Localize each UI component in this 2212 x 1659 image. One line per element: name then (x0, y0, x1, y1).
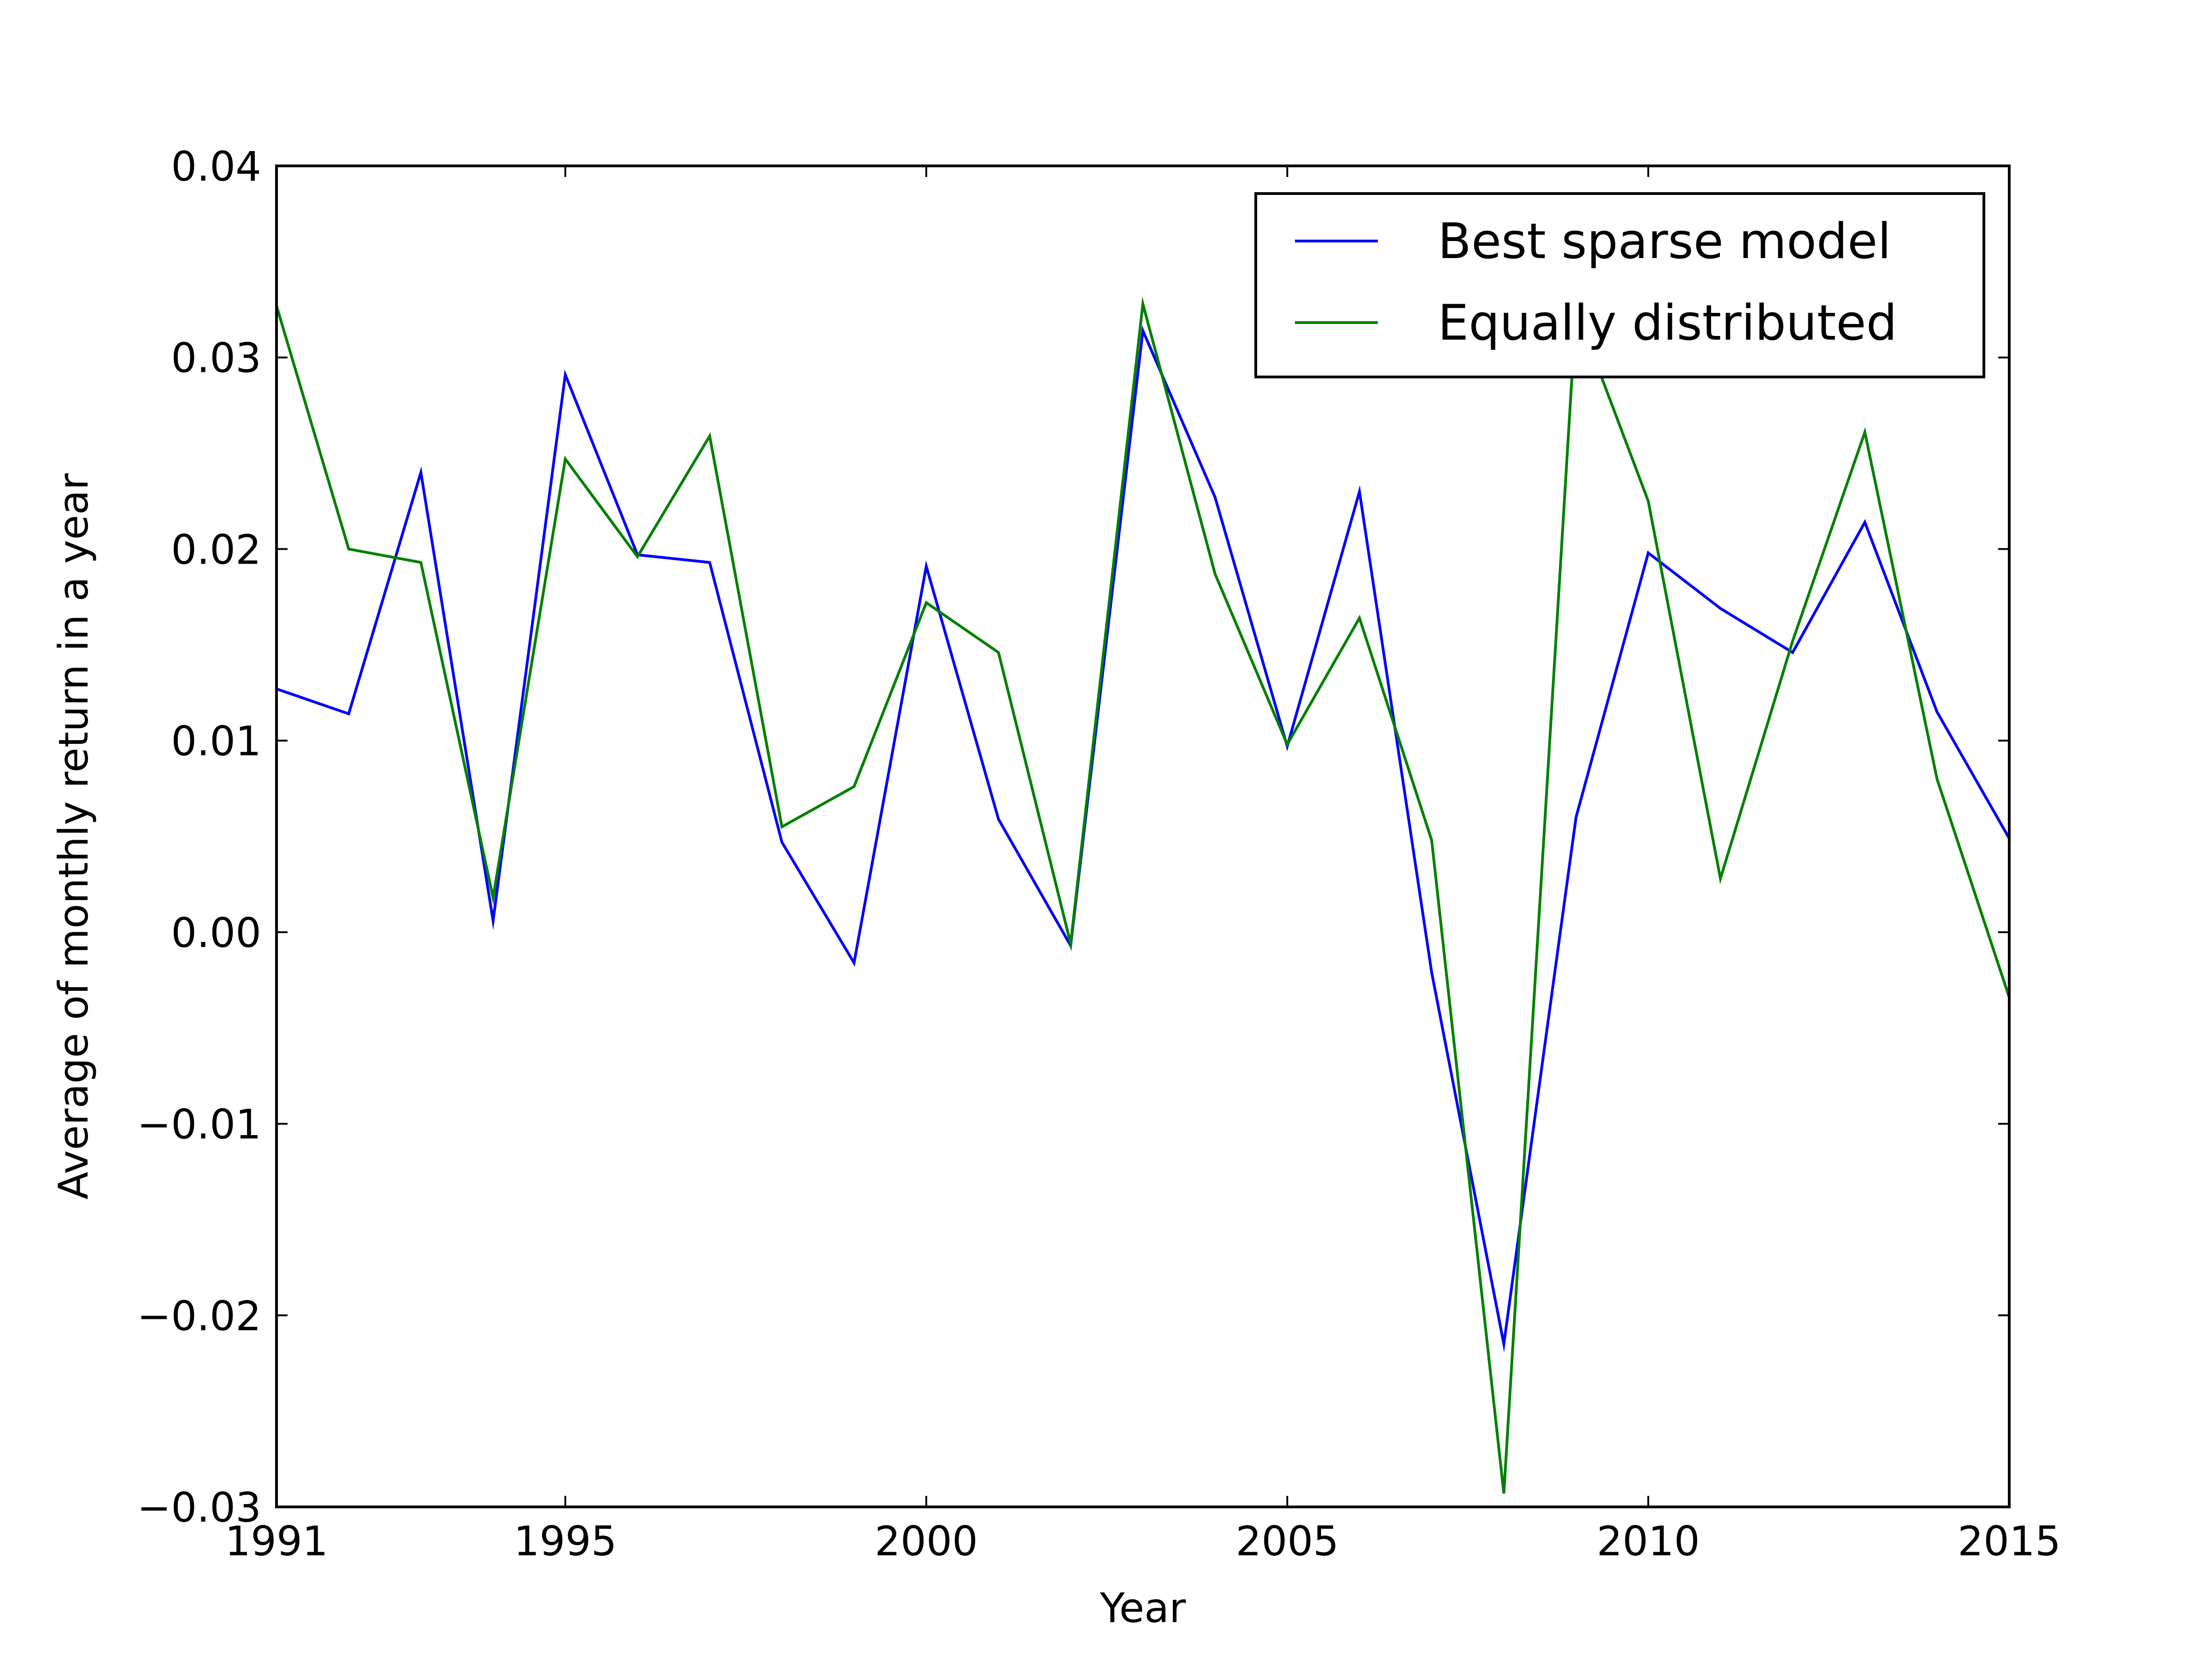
tick-labels-layer: 1991 1995 2000 2005 2010 2015 −0.03 −0.02 −0.01 0… (137, 143, 2061, 1565)
x-tick-label: 2010 (1597, 1518, 1700, 1565)
legend-label-best-sparse-model: Best sparse model (1438, 213, 1891, 270)
series-line-best-sparse-model (276, 325, 2011, 1353)
y-tick-label: 0.02 (171, 526, 261, 573)
legend-label-equally-distributed: Equally distributed (1438, 294, 1897, 351)
y-axis-title: Average of monthly return in a year (50, 473, 97, 1200)
legend: Best sparse model Equally distributed (1254, 192, 1985, 378)
y-tick-label: −0.03 (137, 1484, 261, 1531)
legend-box (1254, 192, 1985, 378)
y-tick-label: 0.04 (171, 143, 261, 190)
y-tick-label: 0.03 (171, 335, 261, 382)
series-layer (275, 296, 2011, 1494)
series-line-equally-distributed (275, 296, 2011, 1494)
y-tick-label: 0.00 (171, 909, 261, 957)
y-tick-label: 0.01 (171, 718, 261, 765)
x-tick-label: 2000 (875, 1518, 978, 1565)
x-tick-label: 2015 (1958, 1518, 2061, 1565)
x-tick-label: 1995 (514, 1518, 617, 1565)
x-axis-title: Year (1100, 1584, 1186, 1632)
x-tick-label: 2005 (1235, 1518, 1339, 1565)
y-tick-label: −0.02 (137, 1292, 261, 1340)
plot-background (276, 166, 2009, 1507)
x-tick-label: 1991 (225, 1518, 328, 1565)
y-tick-label: −0.01 (137, 1101, 261, 1148)
plot-frame (275, 165, 2011, 1508)
